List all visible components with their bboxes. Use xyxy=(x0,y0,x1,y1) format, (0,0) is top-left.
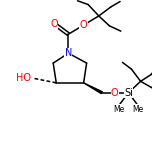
Text: N: N xyxy=(65,48,72,58)
Text: Me: Me xyxy=(114,105,125,114)
Text: O: O xyxy=(50,19,58,29)
Text: Si: Si xyxy=(124,88,133,98)
Text: O: O xyxy=(111,88,119,98)
Text: HO: HO xyxy=(16,73,31,83)
Text: Me: Me xyxy=(132,105,143,114)
Polygon shape xyxy=(84,83,102,94)
Text: O: O xyxy=(80,20,87,30)
